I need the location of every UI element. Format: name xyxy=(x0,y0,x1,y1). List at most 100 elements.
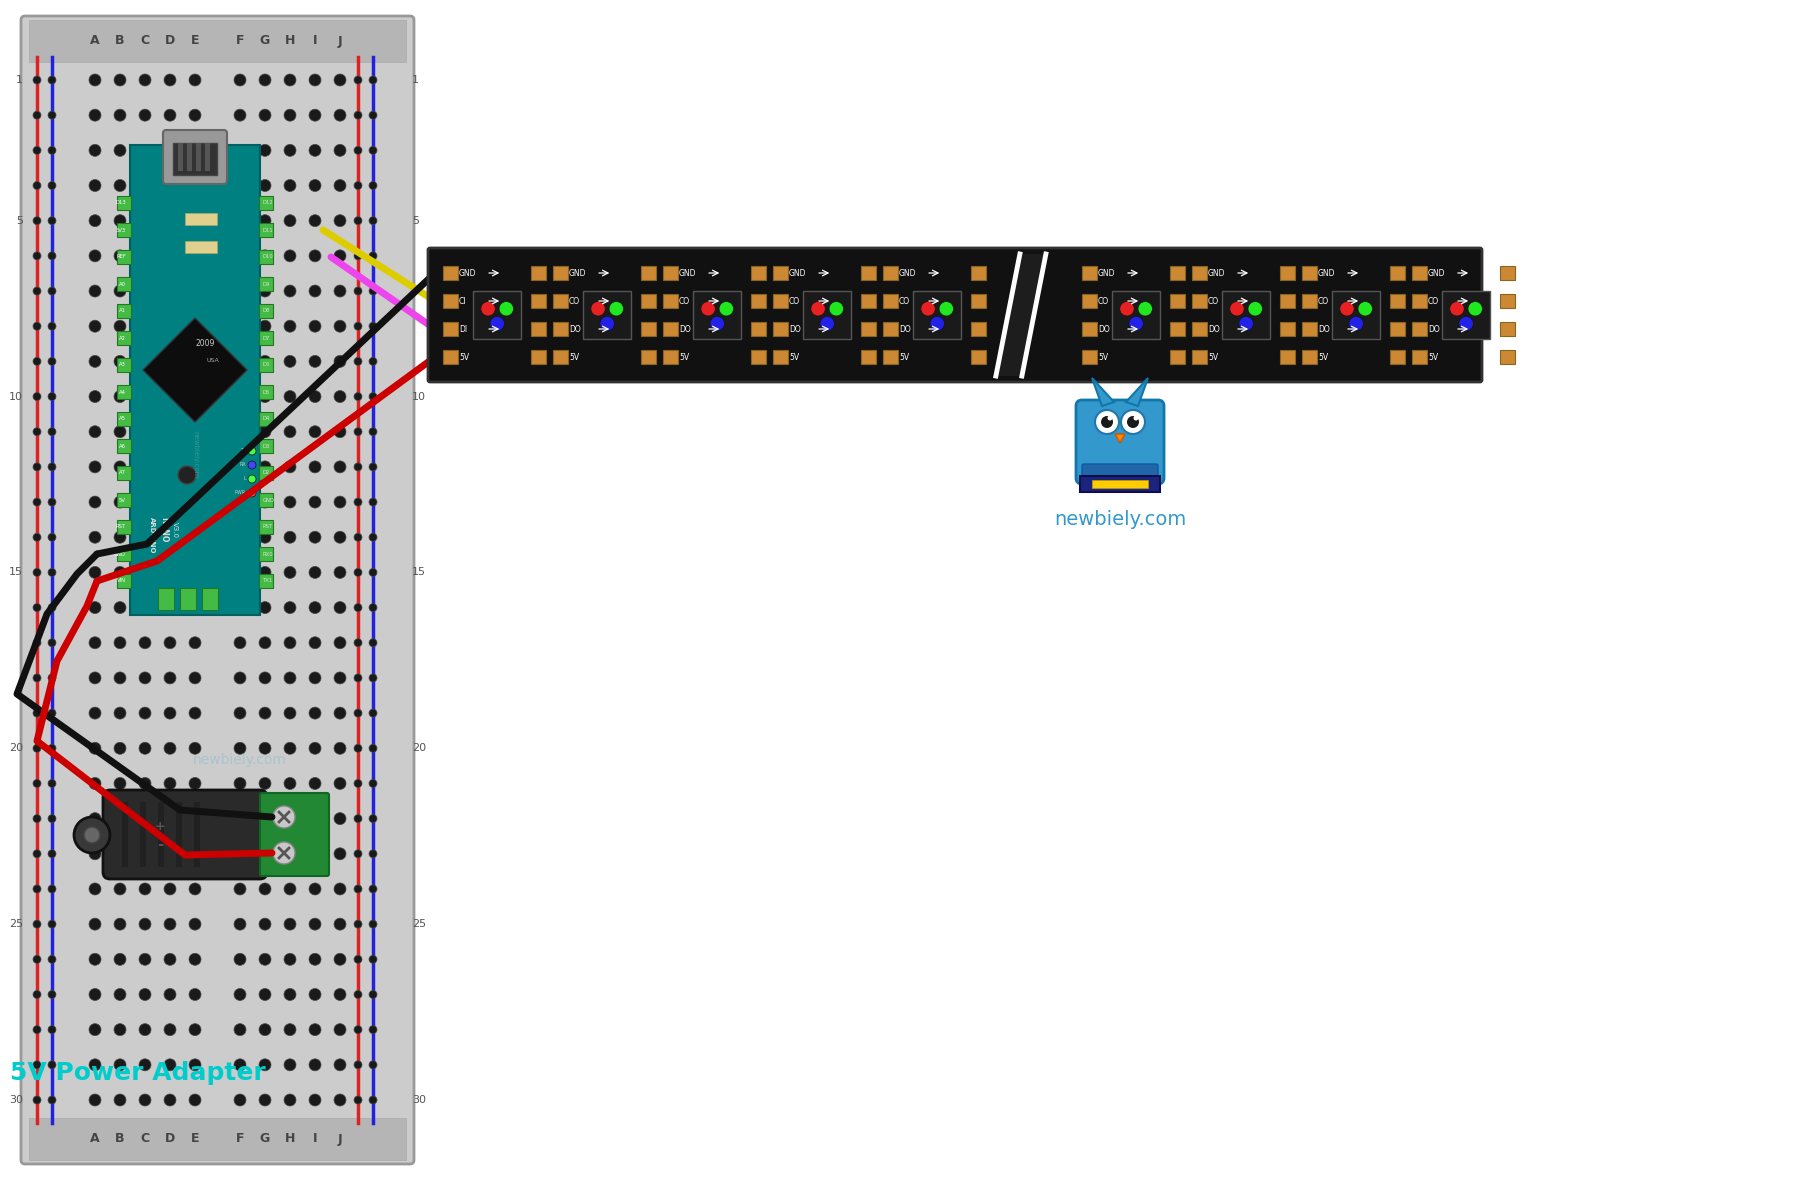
Circle shape xyxy=(233,1094,246,1106)
Circle shape xyxy=(334,637,345,649)
Circle shape xyxy=(309,1094,322,1106)
Circle shape xyxy=(233,286,246,298)
Circle shape xyxy=(190,320,201,332)
Bar xyxy=(1081,266,1097,280)
Circle shape xyxy=(354,217,361,224)
Circle shape xyxy=(33,358,42,365)
Circle shape xyxy=(114,672,126,684)
Circle shape xyxy=(284,743,296,755)
Circle shape xyxy=(334,250,345,262)
Circle shape xyxy=(190,144,201,156)
Bar xyxy=(1081,294,1097,308)
Circle shape xyxy=(354,181,361,190)
Circle shape xyxy=(139,778,152,790)
Circle shape xyxy=(309,918,322,930)
Bar xyxy=(184,241,217,253)
Circle shape xyxy=(369,533,378,541)
Text: GND: GND xyxy=(569,269,585,277)
Circle shape xyxy=(258,637,271,649)
Bar xyxy=(882,322,898,336)
Circle shape xyxy=(334,672,345,684)
Circle shape xyxy=(284,532,296,544)
Text: CO: CO xyxy=(679,296,690,306)
Circle shape xyxy=(164,426,175,438)
Circle shape xyxy=(233,601,246,613)
Circle shape xyxy=(49,252,56,260)
Circle shape xyxy=(309,847,322,859)
Circle shape xyxy=(33,217,42,224)
Text: GND: GND xyxy=(459,269,477,277)
Polygon shape xyxy=(1115,434,1124,443)
Circle shape xyxy=(309,390,322,402)
Circle shape xyxy=(284,215,296,227)
Bar xyxy=(1169,322,1184,336)
Circle shape xyxy=(89,778,101,790)
Text: 5V: 5V xyxy=(1428,353,1437,361)
Circle shape xyxy=(248,475,257,482)
Circle shape xyxy=(369,920,378,928)
Circle shape xyxy=(309,707,322,719)
Circle shape xyxy=(354,569,361,576)
Bar xyxy=(258,358,273,372)
Bar xyxy=(117,196,130,210)
Bar xyxy=(202,588,219,610)
Circle shape xyxy=(190,109,201,121)
Bar xyxy=(117,304,130,318)
Bar xyxy=(970,266,985,280)
Circle shape xyxy=(354,1096,361,1104)
Bar xyxy=(117,412,130,426)
Circle shape xyxy=(369,76,378,84)
Circle shape xyxy=(33,674,42,682)
Bar xyxy=(1411,322,1426,336)
Circle shape xyxy=(354,920,361,928)
Circle shape xyxy=(1100,416,1113,428)
Circle shape xyxy=(33,1096,42,1104)
Circle shape xyxy=(233,144,246,156)
Text: DO: DO xyxy=(788,324,801,334)
Circle shape xyxy=(190,637,201,649)
Circle shape xyxy=(164,532,175,544)
Text: CO: CO xyxy=(1317,296,1328,306)
Circle shape xyxy=(309,461,322,473)
Text: F: F xyxy=(235,1133,244,1146)
Text: DO: DO xyxy=(1428,324,1438,334)
Bar xyxy=(1500,350,1514,364)
Bar xyxy=(1390,322,1404,336)
Text: 5V: 5V xyxy=(459,353,468,361)
Text: PWR: PWR xyxy=(235,491,246,496)
Circle shape xyxy=(33,498,42,506)
Bar xyxy=(860,322,876,336)
Text: CO: CO xyxy=(788,296,801,306)
Text: 5V: 5V xyxy=(898,353,909,361)
Bar xyxy=(258,223,273,236)
Bar xyxy=(773,294,788,308)
Circle shape xyxy=(49,744,56,752)
Circle shape xyxy=(334,743,345,755)
Circle shape xyxy=(164,390,175,402)
Circle shape xyxy=(334,566,345,578)
Circle shape xyxy=(190,672,201,684)
Text: 5V: 5V xyxy=(569,353,578,361)
Circle shape xyxy=(1247,301,1261,316)
Circle shape xyxy=(591,301,605,316)
Bar xyxy=(258,277,273,290)
Circle shape xyxy=(49,955,56,964)
Circle shape xyxy=(284,601,296,613)
Circle shape xyxy=(190,953,201,965)
Circle shape xyxy=(354,533,361,541)
Circle shape xyxy=(309,812,322,824)
Bar xyxy=(1301,294,1315,308)
Circle shape xyxy=(1119,301,1133,316)
Circle shape xyxy=(49,146,56,155)
Bar xyxy=(117,574,130,588)
Circle shape xyxy=(33,709,42,718)
Bar xyxy=(1500,294,1514,308)
Circle shape xyxy=(89,601,101,613)
Bar xyxy=(1279,322,1294,336)
Circle shape xyxy=(33,955,42,964)
Circle shape xyxy=(114,989,126,1001)
Circle shape xyxy=(284,672,296,684)
Circle shape xyxy=(139,883,152,895)
FancyBboxPatch shape xyxy=(428,248,1482,382)
Circle shape xyxy=(49,674,56,682)
